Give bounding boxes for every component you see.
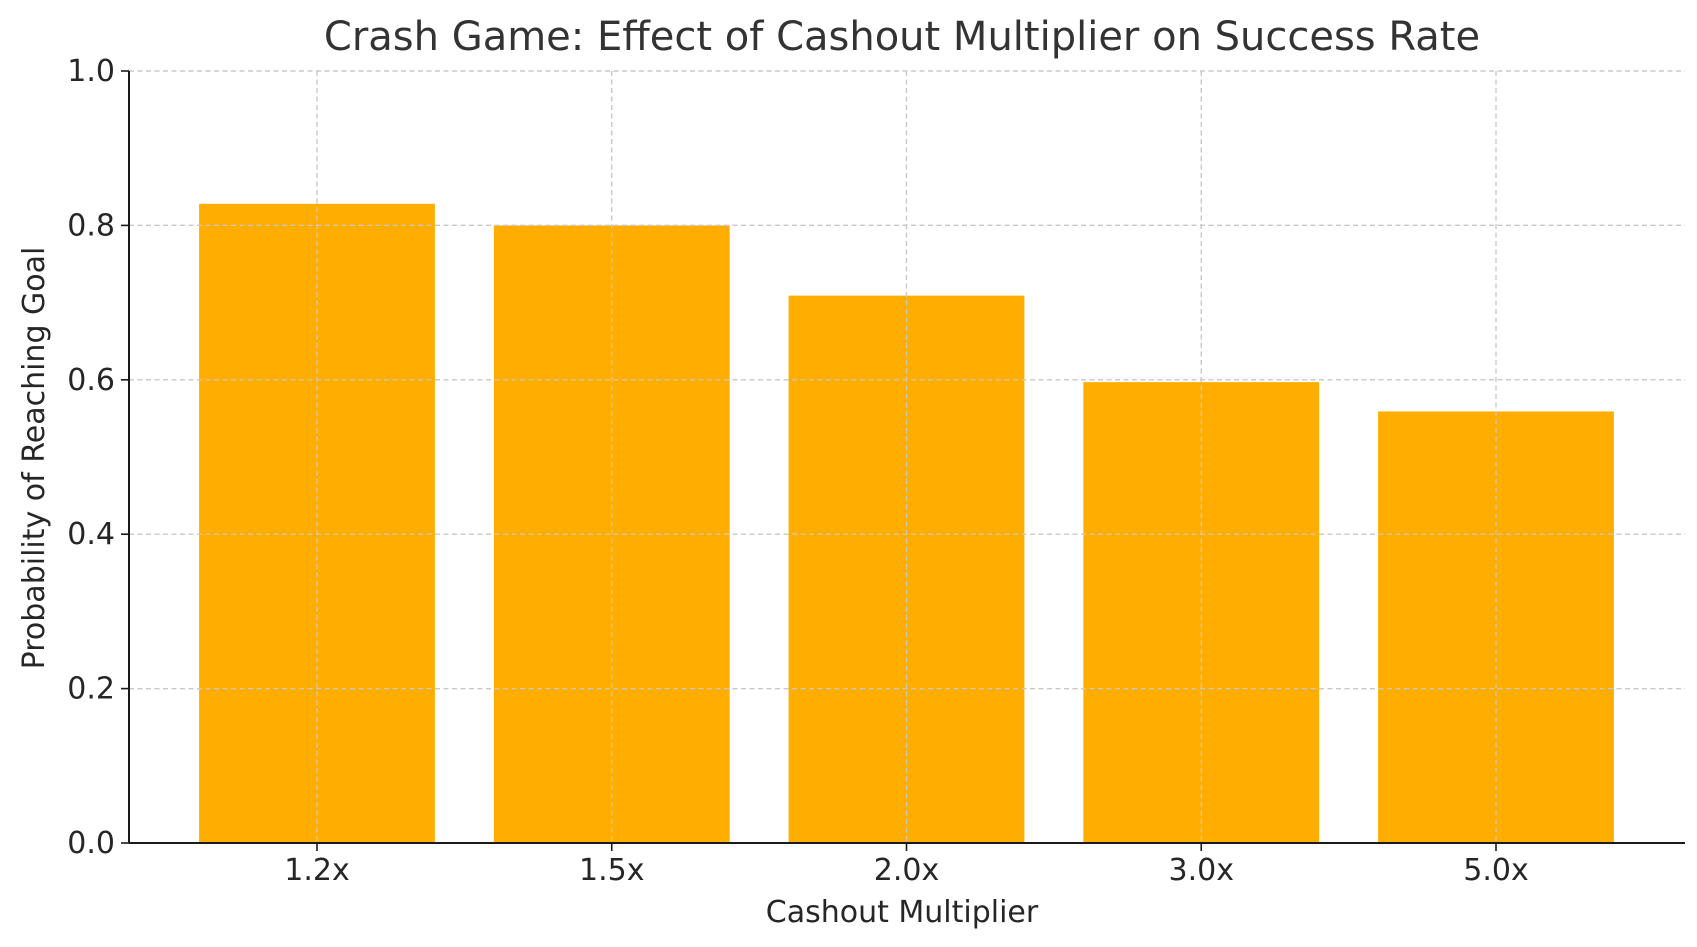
y-tick-label: 1.0	[67, 54, 115, 89]
x-axis-label: Cashout Multiplier	[766, 895, 1039, 930]
bar-3-0x	[1083, 382, 1320, 843]
y-tick-label: 0.4	[67, 517, 115, 552]
axes	[121, 70, 1685, 851]
y-axis-label: Probability of Reaching Goal	[17, 247, 52, 670]
x-tick-label: 2.0x	[874, 853, 939, 888]
chart-title: Crash Game: Effect of Cashout Multiplier…	[324, 14, 1480, 60]
x-tick-label: 5.0x	[1463, 853, 1528, 888]
bars	[129, 70, 1685, 844]
y-tick-label: 0.0	[67, 826, 115, 861]
y-tick-label: 0.2	[67, 672, 115, 707]
y-tick-label: 0.8	[67, 208, 115, 243]
x-tick-label: 1.5x	[579, 853, 644, 888]
x-tick-label: 3.0x	[1169, 853, 1234, 888]
x-tick-label: 1.2x	[284, 853, 349, 888]
tick-labels: 0.0 0.2 0.4 0.6 0.8 1.0 1.2x 1.5x 2.0x 3.0x 5.0x	[67, 54, 1528, 888]
y-tick-label: 0.6	[67, 363, 115, 398]
